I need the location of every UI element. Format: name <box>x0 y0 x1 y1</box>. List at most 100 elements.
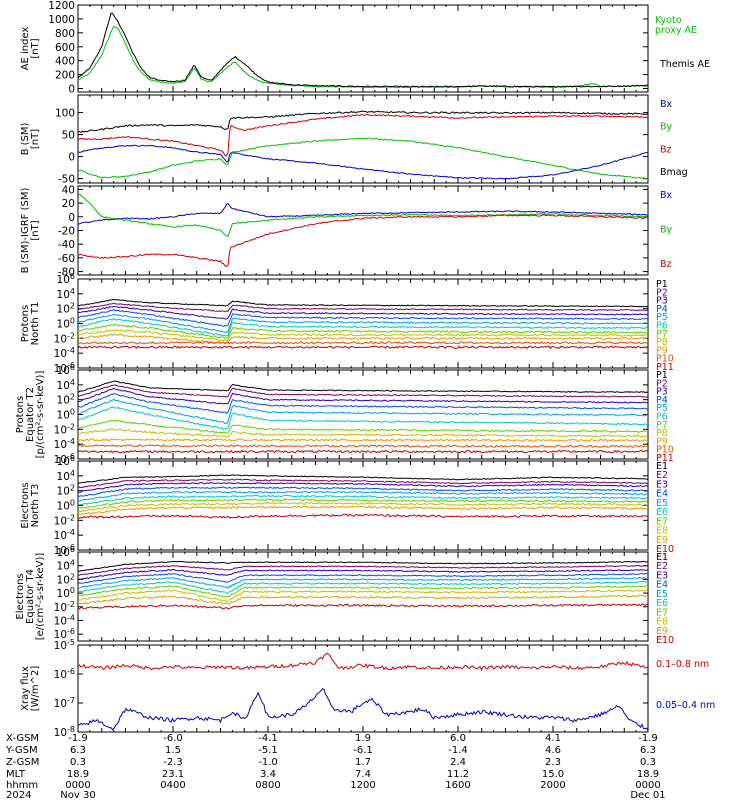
series-line-p3 <box>78 387 648 405</box>
y-tick-label: 40 <box>62 184 75 196</box>
legend-entry: E9 <box>656 535 668 546</box>
y-axis-label: Electrons North T3 <box>20 482 41 528</box>
ephemeris-value: -4.1 <box>258 733 278 744</box>
y-tick-label: 10-6 <box>54 667 75 681</box>
y-tick-label: 106 <box>57 454 75 468</box>
legend-entry: P4 <box>656 304 668 315</box>
ephemeris-value: 1.9 <box>355 733 371 744</box>
ephemeris-value: 2.4 <box>450 757 466 768</box>
y-tick-label: 102 <box>57 484 75 498</box>
legend-entry: Kyoto <box>655 15 682 26</box>
y-tick-label: 10-4 <box>54 437 75 451</box>
series-line-e1 <box>78 474 648 484</box>
series-line-p3 <box>78 305 648 320</box>
legend-entry: P5 <box>656 403 668 414</box>
ephemeris-row-label: X-GSM <box>6 733 39 744</box>
series-line-p1 <box>78 380 648 394</box>
ephemeris-value: 6.0 <box>450 733 466 744</box>
series-line-p10 <box>78 444 648 449</box>
ephemeris-value: -1.0 <box>258 757 278 768</box>
series-line-0-1-0-8-nm <box>78 652 648 672</box>
ephemeris-value: -1.9 <box>68 733 88 744</box>
series-line-p1 <box>78 298 648 308</box>
panel-3: -80 -60 -40-20 0 20 40 B (SM)-IGRF (SM) [nT] Bx B… <box>20 184 673 278</box>
y-axis-label-line: Protons <box>15 396 26 433</box>
y-axis-label: AE index [nT] <box>20 27 41 71</box>
ephemeris-value: -6.0 <box>163 733 183 744</box>
legend-entry: E2 <box>656 561 668 572</box>
legend-entry: E7 <box>656 516 668 527</box>
y-tick-label: -60 <box>58 253 75 265</box>
ephemeris-row-label: 2024 <box>6 790 31 800</box>
series-line-p5 <box>78 398 648 425</box>
series-line-by <box>78 137 648 180</box>
series-line-e3 <box>78 482 648 494</box>
ephemeris-value: 4.6 <box>545 745 561 756</box>
legend-entry: E2 <box>656 470 668 481</box>
y-tick-label: 102 <box>57 393 75 407</box>
legend-entry: E10 <box>656 635 674 646</box>
series-line-e10 <box>78 603 648 610</box>
y-tick-label: 600 <box>55 42 75 54</box>
ephemeris-value: 18.9 <box>637 769 659 780</box>
legend-entry: Themis AE <box>659 59 710 70</box>
y-tick-label: 10-2 <box>54 600 75 614</box>
legend-entry: E4 <box>656 580 668 591</box>
ephemeris-value: 3.4 <box>260 769 276 780</box>
panel-frame <box>77 4 649 93</box>
series-line-p4 <box>78 309 648 327</box>
ephemeris-value: 0000 <box>65 780 90 791</box>
legend-entry: Bz <box>660 259 672 270</box>
y-axis-label-line: [nT] <box>30 38 41 58</box>
y-tick-label: 20 <box>62 198 75 210</box>
legend-entry: P1 <box>656 370 668 381</box>
y-axis-label: B (SM) [nT] <box>20 122 41 155</box>
legend-entry: P10 <box>656 354 674 365</box>
series-line-p8 <box>78 428 648 438</box>
y-tick-label: 100 <box>55 108 75 120</box>
y-axis-label-line: Equator T4 <box>25 569 36 624</box>
series-line-bz <box>78 113 648 157</box>
y-axis-label-line: [W/m^2] <box>30 666 41 712</box>
series-line-e6 <box>78 581 648 594</box>
legend-entry: P6 <box>656 321 668 332</box>
legend-entry: E5 <box>656 498 668 509</box>
series-line-e2 <box>78 478 648 489</box>
y-tick-label: 106 <box>57 363 75 377</box>
legend-entry: E6 <box>656 598 668 609</box>
legend-entry: P1 <box>656 279 668 290</box>
legend-entry: P10 <box>656 445 674 456</box>
y-tick-label: 10-2 <box>54 422 75 436</box>
y-axis-label-line: Electrons <box>20 482 31 528</box>
series-line-p9 <box>78 438 648 443</box>
series-line-0-05-0-4-nm <box>78 688 648 731</box>
legend-entry: E3 <box>656 570 668 581</box>
y-tick-label: -80 <box>58 267 75 279</box>
legend-entry: By <box>660 225 673 236</box>
ephemeris-value: -1.4 <box>448 745 468 756</box>
ephemeris-value: -6.1 <box>353 745 373 756</box>
legend-entry: proxy AE <box>655 25 697 36</box>
legend-entry: Bx <box>660 190 673 201</box>
series-line-p6 <box>78 317 648 337</box>
legend-entry: Bx <box>660 99 673 110</box>
series-line-bx <box>78 203 648 225</box>
legend-entry: P11 <box>656 453 674 464</box>
y-axis-label-line: Protons <box>20 305 31 342</box>
legend-entry: E1 <box>656 461 668 472</box>
plot-area <box>78 192 648 268</box>
legend-entry: P8 <box>656 337 668 348</box>
legend-entry: P3 <box>656 387 668 398</box>
y-tick-label: 10-4 <box>54 346 75 360</box>
ephemeris-value: 1600 <box>445 780 470 791</box>
legend-entry: P5 <box>656 312 668 323</box>
series-line-p8 <box>78 329 648 342</box>
y-axis-label-line: North T1 <box>30 302 41 346</box>
y-tick-label: 104 <box>57 378 75 392</box>
panel-frame <box>77 644 649 733</box>
series-line-e7 <box>78 498 648 509</box>
y-tick-label: 10-4 <box>54 613 75 627</box>
legend-entry: P7 <box>656 329 668 340</box>
ephemeris-value: Dec 01 <box>630 790 665 800</box>
